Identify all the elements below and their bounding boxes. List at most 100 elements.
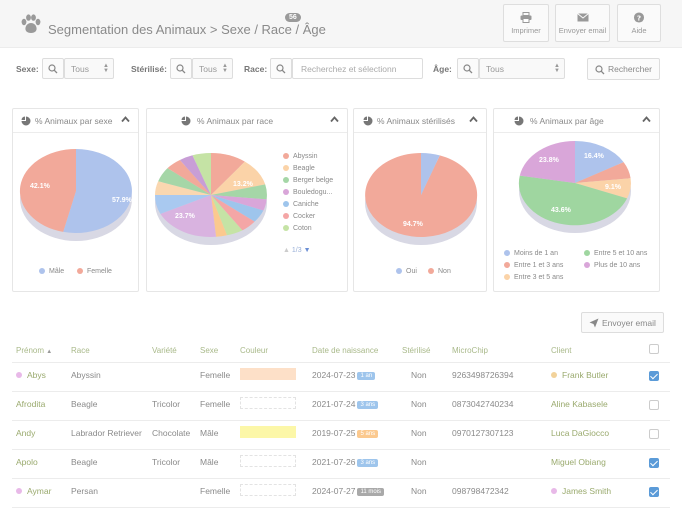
sexe-search-button[interactable]	[42, 58, 64, 79]
legend-label: Non	[438, 268, 451, 275]
legend-item-berger-belge[interactable]: Berger belge	[283, 175, 333, 187]
cell-prenom[interactable]: Apolo	[16, 457, 38, 467]
pie-slice-5-10-ans[interactable]	[518, 175, 628, 226]
chevron-up-icon[interactable]	[469, 115, 478, 124]
print-button[interactable]: Imprimer	[503, 4, 549, 42]
help-button[interactable]: ? Aide	[617, 4, 661, 42]
help-icon: ?	[633, 12, 645, 23]
legend-item-male[interactable]: Mâle	[39, 268, 64, 275]
legend-item-3-5-ans[interactable]: Entre 3 et 5 ans	[504, 272, 563, 284]
status-dot	[16, 488, 22, 494]
sexe-select[interactable]: Tous ▲ ▼	[64, 58, 114, 79]
pie-slice-non[interactable]	[365, 153, 478, 237]
pie-slice-femelle[interactable]	[19, 148, 76, 232]
cell-prenom[interactable]: Afrodita	[16, 399, 46, 409]
legend-item-cocker[interactable]: Cocker	[283, 211, 333, 223]
chevron-up-icon[interactable]	[121, 115, 130, 124]
pie-slice-other-8[interactable]	[192, 152, 212, 195]
legend-item-plus-10-ans[interactable]: Plus de 10 ans	[584, 260, 647, 272]
legend-item-moins-1-an[interactable]: Moins de 1 an	[504, 248, 563, 260]
legend-item-coton[interactable]: Coton	[283, 223, 333, 235]
legend-label: Bouledogu...	[293, 189, 333, 196]
legend-label: Caniche	[293, 201, 319, 208]
pie-slice-beagle[interactable]	[211, 161, 266, 195]
pie-slice-abyssin[interactable]	[211, 153, 245, 195]
legend-item-non[interactable]: Non	[428, 268, 451, 275]
column-header-variete[interactable]: Variété	[152, 346, 177, 355]
pie-slice-other-2[interactable]	[160, 195, 216, 238]
cell-prenom[interactable]: Aymar	[27, 486, 52, 496]
chevron-up-icon[interactable]	[642, 115, 651, 124]
select-arrows-icon: ▲ ▼	[554, 63, 560, 74]
pie-slice-cocker[interactable]	[211, 195, 255, 231]
chevron-up-icon[interactable]	[330, 115, 339, 124]
pie-slice-berger-belge[interactable]	[211, 184, 267, 200]
cell-race: Beagle	[71, 457, 98, 467]
help-label: Aide	[631, 26, 647, 35]
page-title: Segmentation des Animaux > Sexe / Race /…	[48, 22, 326, 37]
cell-microchip: 098798472342	[452, 486, 509, 496]
age-select[interactable]: Tous ▲ ▼	[479, 58, 565, 79]
column-header-sterilise[interactable]: Stérilisé	[402, 346, 431, 355]
pie-slice-coton[interactable]	[211, 195, 243, 236]
legend-item-oui[interactable]: Oui	[396, 268, 417, 275]
pie-slice-other-5[interactable]	[158, 168, 211, 195]
pie-slice-bouledogue[interactable]	[211, 195, 267, 211]
legend-item-bouledogue[interactable]: Bouledogu...	[283, 187, 333, 199]
panel-age: % Animaux par âge 16.4% 9.1% 43.6% 23.8%…	[493, 108, 660, 292]
race-search-button[interactable]	[270, 58, 292, 79]
cell-client[interactable]: Frank Butler	[562, 370, 609, 380]
sterilise-select[interactable]: Tous ▲ ▼	[192, 58, 233, 79]
pie-slice-other-7[interactable]	[179, 155, 211, 195]
legend-item-caniche[interactable]: Caniche	[283, 199, 333, 211]
column-header-date[interactable]: Date de naissance	[312, 346, 379, 355]
select-all-checkbox[interactable]	[649, 344, 659, 354]
table-send-email-button[interactable]: Envoyer email	[581, 312, 664, 333]
column-header-sexe[interactable]: Sexe	[200, 346, 219, 355]
cell-client[interactable]: Miguel Obiang	[551, 457, 606, 467]
pie-slice-oui[interactable]	[421, 152, 440, 195]
pie-slice-1-3-ans[interactable]	[575, 162, 631, 183]
legend-item-5-10-ans[interactable]: Entre 5 et 10 ans	[584, 248, 647, 260]
race-search-input[interactable]: Recherchez et sélectionn	[292, 58, 423, 79]
column-header-race[interactable]: Race	[71, 346, 90, 355]
cell-microchip: 0970127307123	[452, 428, 514, 438]
age-search-button[interactable]	[457, 58, 479, 79]
rechercher-button[interactable]: Rechercher	[587, 58, 660, 80]
legend-item-1-3-ans[interactable]: Entre 1 et 3 ans	[504, 260, 563, 272]
column-header-client[interactable]: Client	[551, 346, 572, 355]
row-checkbox[interactable]	[649, 429, 659, 439]
legend-item-abyssin[interactable]: Abyssin	[283, 151, 333, 163]
send-email-button[interactable]: Envoyer email	[555, 4, 610, 42]
pie-slice-plus-10-ans[interactable]	[519, 140, 575, 183]
column-header-couleur[interactable]: Couleur	[240, 346, 269, 355]
cell-prenom[interactable]: Andy	[16, 428, 36, 438]
cell-sterilise: Non	[411, 399, 427, 409]
cell-client[interactable]: James Smith	[562, 486, 612, 496]
pager-prev-icon[interactable]: ▲	[283, 247, 290, 254]
column-header-microchip[interactable]: MicroChip	[452, 346, 489, 355]
pie-slice-other-3[interactable]	[154, 195, 211, 214]
pie-slice-other-1[interactable]	[211, 195, 227, 237]
cell-client[interactable]: Aline Kabasele	[551, 399, 608, 409]
legend-item-beagle[interactable]: Beagle	[283, 163, 333, 175]
pie-slice-caniche[interactable]	[211, 195, 264, 222]
cell-prenom[interactable]: Abys	[27, 370, 46, 380]
pie-slice-other-6[interactable]	[167, 160, 212, 195]
row-checkbox[interactable]	[649, 400, 659, 410]
row-checkbox[interactable]	[649, 487, 659, 497]
cell-client[interactable]: Luca DaGiocco	[551, 428, 610, 438]
column-header-prenom[interactable]: Prénom ▲	[16, 346, 52, 355]
row-checkbox[interactable]	[649, 458, 659, 468]
panel-sterilise-header: % Animaux stérilisés	[354, 109, 486, 133]
cell-sexe: Mâle	[200, 457, 219, 467]
pie-slice-3-5-ans[interactable]	[575, 178, 631, 199]
pie-slice-moins-1-an[interactable]	[575, 141, 624, 183]
legend-item-femelle[interactable]: Femelle	[77, 268, 112, 275]
row-checkbox[interactable]	[649, 371, 659, 381]
pager-next-icon[interactable]: ▼	[303, 247, 311, 254]
pie-slice-other-4[interactable]	[155, 181, 211, 195]
sterilise-search-button[interactable]	[170, 58, 192, 79]
pie-slice-male[interactable]	[63, 149, 132, 233]
cell-sexe: Femelle	[200, 399, 231, 409]
